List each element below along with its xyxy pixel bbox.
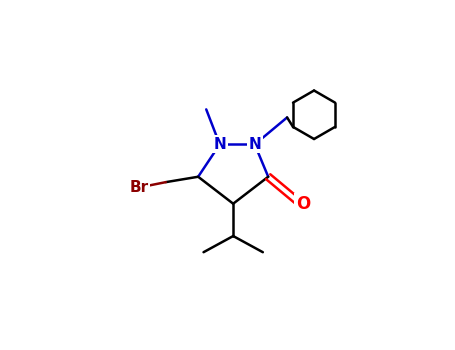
Text: O: O: [296, 195, 310, 213]
Text: Br: Br: [129, 180, 148, 195]
Text: N: N: [248, 137, 261, 152]
Text: N: N: [213, 137, 226, 152]
